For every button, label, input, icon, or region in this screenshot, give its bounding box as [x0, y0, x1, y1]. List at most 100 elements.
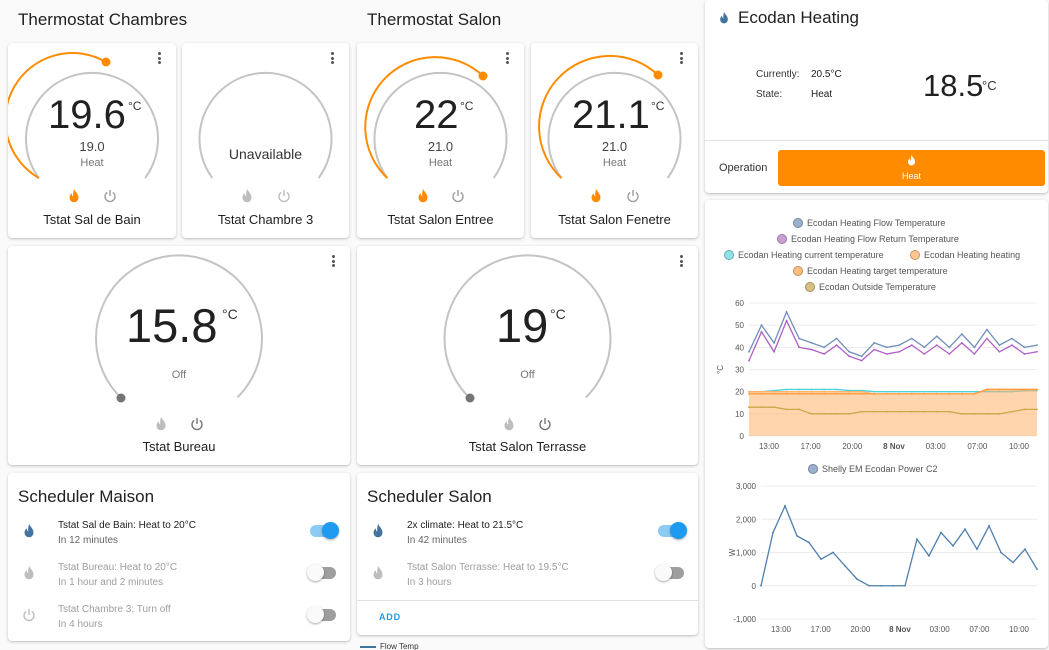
heat-operation-button[interactable]: Heat	[778, 150, 1045, 186]
legend-power[interactable]: Shelly EM Ecodan Power C2	[808, 464, 938, 474]
temperature-unit: °C	[128, 99, 142, 113]
schedule-time: In 12 minutes	[58, 535, 119, 546]
flame-icon[interactable]	[67, 188, 81, 204]
legend-flow-return-temperature[interactable]: Ecodan Heating Flow Return Temperature	[777, 234, 959, 244]
flame-icon	[24, 565, 34, 580]
current-temperature: 15.8	[126, 299, 218, 352]
flame-icon[interactable]	[240, 188, 254, 204]
data-point	[868, 584, 870, 587]
schedule-time: In 1 hour and 2 minutes	[58, 577, 164, 588]
power-icon[interactable]	[277, 188, 291, 204]
flame-icon[interactable]	[416, 188, 430, 204]
x-tick-label: 13:00	[759, 442, 780, 451]
flame-icon[interactable]	[589, 188, 603, 204]
more-vert-icon[interactable]	[325, 51, 339, 65]
thermostat-name: Tstat Sal de Bain	[43, 212, 141, 227]
thermostat-card-chambre-3: Unavailable Tstat Chambre 3	[182, 43, 349, 238]
flame-icon[interactable]	[154, 416, 168, 432]
schedule-toggle[interactable]	[310, 522, 339, 539]
data-point	[885, 392, 888, 395]
target-temperature: 21.0	[601, 139, 628, 154]
flame-icon[interactable]	[502, 416, 516, 432]
power-icon[interactable]	[451, 188, 465, 204]
hvac-mode-label: Off	[171, 369, 187, 381]
more-vert-icon[interactable]	[152, 51, 166, 65]
legend-label: Ecodan Heating Flow Temperature	[807, 218, 946, 228]
data-point	[976, 548, 978, 551]
more-vert-icon[interactable]	[326, 254, 340, 268]
thermostat-dial[interactable]	[531, 43, 698, 238]
data-point	[986, 328, 988, 331]
more-vert-icon[interactable]	[500, 51, 514, 65]
series-line	[748, 319, 1038, 362]
thermostat-dial[interactable]	[357, 246, 698, 465]
add-button[interactable]: ADD	[379, 612, 401, 622]
more-vert-icon[interactable]	[674, 254, 688, 268]
data-point	[823, 353, 826, 355]
schedule-time: In 4 hours	[58, 619, 103, 630]
current-temperature: 19	[496, 299, 549, 352]
temperature-unit: °C	[222, 306, 238, 322]
schedule-toggle[interactable]	[658, 522, 687, 539]
data-point	[1000, 551, 1002, 554]
schedule-item[interactable]: Tstat Sal de Bain: Heat to 20°C In 12 mi…	[8, 520, 350, 560]
data-point	[848, 390, 851, 393]
thermostat-card-salon-entree: 22 °C 21.0 Heat Tstat Salon Entree	[357, 43, 524, 238]
data-point	[760, 324, 763, 327]
data-point	[810, 412, 813, 415]
data-point	[885, 346, 888, 349]
data-point	[952, 544, 954, 547]
data-point	[798, 408, 800, 411]
data-point	[986, 412, 988, 415]
power-icon[interactable]	[626, 188, 640, 204]
legend-heating[interactable]: Ecodan Heating heating	[910, 250, 1020, 260]
schedule-item[interactable]: Tstat Salon Terrasse: Heat to 19.5°C In …	[357, 562, 698, 602]
data-point	[796, 534, 798, 537]
schedule-action: Tstat Bureau: Heat to 20°C	[58, 562, 178, 573]
thermostat-dial[interactable]	[8, 246, 350, 465]
more-vert-icon[interactable]	[674, 51, 688, 65]
data-point	[904, 584, 906, 587]
y-tick-label: 1,000	[736, 549, 757, 558]
y-tick-label: 60	[735, 299, 744, 308]
power-icon[interactable]	[190, 416, 204, 432]
schedule-item[interactable]: 2x climate: Heat to 21.5°C In 42 minutes	[357, 520, 698, 560]
data-point	[1023, 408, 1026, 411]
data-point	[773, 350, 775, 353]
data-point	[785, 319, 788, 322]
data-point	[873, 390, 876, 393]
data-point	[923, 392, 926, 395]
legend-dot	[724, 250, 734, 260]
power-chart[interactable]: -1,000 0 1,000 2,000 3,000 13:00 17:00 20:00 8 N…	[705, 480, 1048, 645]
data-point	[835, 390, 838, 393]
data-point	[898, 410, 901, 413]
x-tick-label: 20:00	[850, 625, 871, 634]
y-tick-label: 0	[740, 432, 745, 441]
x-tick-label: 17:00	[811, 625, 832, 634]
data-point	[760, 392, 763, 395]
schedule-item[interactable]: Tstat Bureau: Heat to 20°C In 1 hour and…	[8, 562, 350, 602]
legend-current-temperature[interactable]: Ecodan Heating current temperature	[724, 250, 884, 260]
card-title: Scheduler Salon	[367, 487, 492, 506]
x-tick-label: 17:00	[801, 442, 822, 451]
thermostat-dial[interactable]	[357, 43, 524, 238]
y-tick-label: 20	[735, 388, 744, 397]
current-temperature: 22	[414, 93, 459, 137]
schedule-item[interactable]: Tstat Chambre 3: Turn off In 4 hours	[8, 604, 350, 641]
data-point	[1036, 568, 1038, 571]
y-tick-label: 3,000	[736, 482, 757, 491]
schedule-toggle[interactable]	[307, 564, 336, 581]
power-icon[interactable]	[538, 416, 552, 432]
data-point	[898, 350, 901, 353]
thermostat-dial[interactable]	[8, 43, 176, 238]
y-tick-label: 2,000	[736, 515, 757, 524]
schedule-toggle[interactable]	[307, 606, 336, 623]
temperature-chart[interactable]: 0 10 20 30 40 50 60 13:00 17:00 20:00 8 Nov 03:00 07…	[705, 296, 1048, 456]
power-icon[interactable]	[103, 188, 117, 204]
x-tick-label: 10:00	[1009, 442, 1030, 451]
legend-outside-temperature[interactable]: Ecodan Outside Temperature	[805, 282, 936, 292]
schedule-toggle[interactable]	[655, 564, 684, 581]
legend-flow-temperature[interactable]: Ecodan Heating Flow Temperature	[793, 218, 945, 228]
data-point	[1023, 388, 1026, 391]
legend-target-temperature[interactable]: Ecodan Heating target temperature	[793, 266, 948, 276]
